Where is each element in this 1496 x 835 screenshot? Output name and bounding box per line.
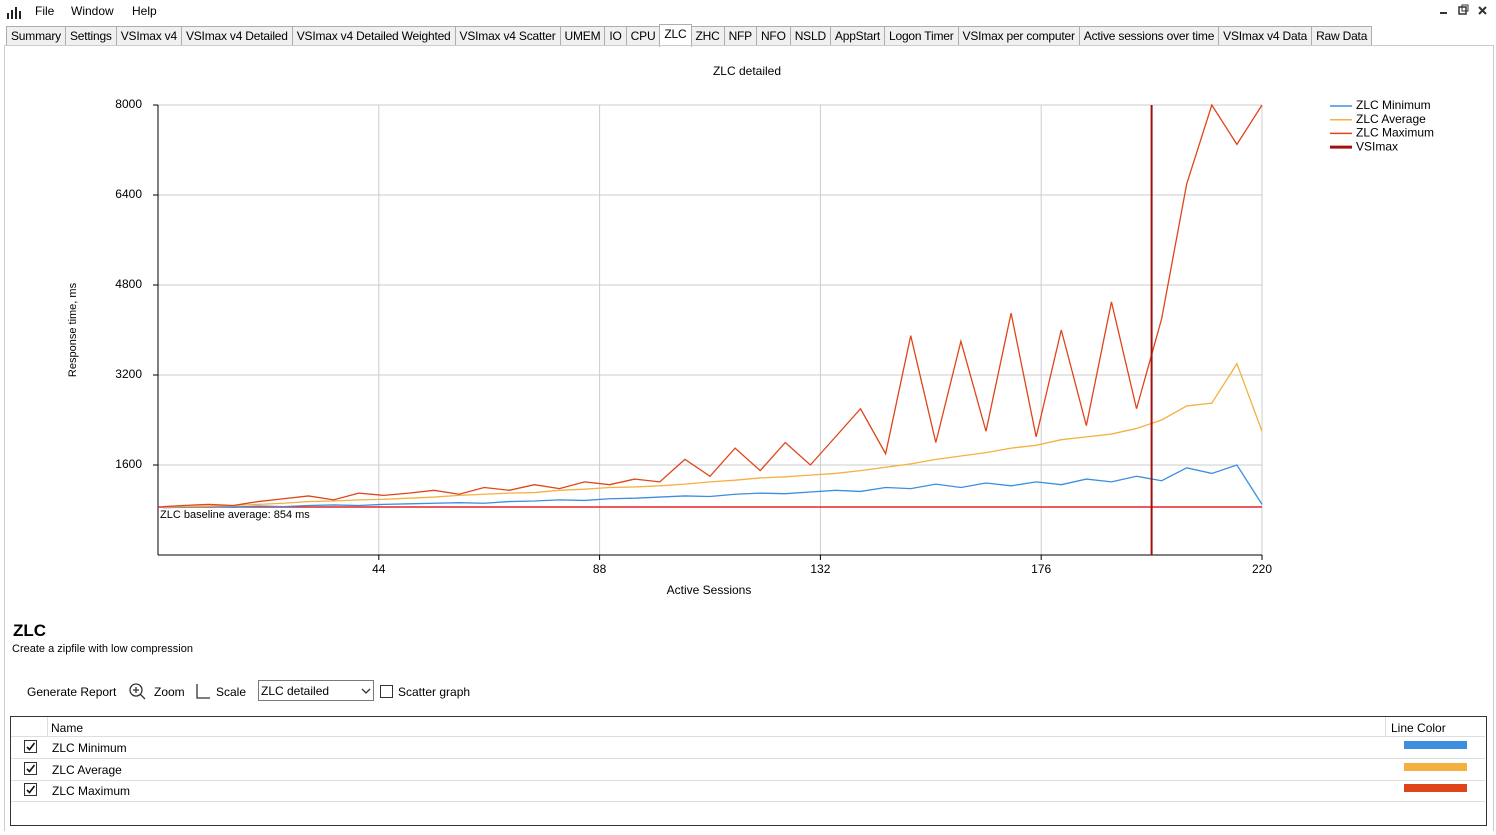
- legend-label: ZLC Minimum: [1356, 98, 1431, 112]
- row-name: ZLC Maximum: [52, 784, 131, 798]
- tab[interactable]: NSLD: [789, 26, 831, 45]
- dropdown-arrow: [361, 688, 371, 694]
- tab[interactable]: ZLC: [659, 24, 692, 47]
- tab-page: [4, 45, 1494, 831]
- series-line: [162, 362, 1263, 508]
- check-mark: [26, 742, 36, 751]
- x-axis-label: Active Sessions: [667, 583, 752, 597]
- column-header: Line Color: [1391, 721, 1446, 735]
- row-name: ZLC Minimum: [52, 741, 127, 755]
- tab[interactable]: ZHC: [690, 26, 725, 45]
- tab[interactable]: VSImax v4 Data: [1218, 26, 1313, 45]
- chart-title: ZLC detailed: [713, 64, 781, 78]
- row-checkbox[interactable]: [24, 783, 37, 796]
- x-tick-label: 220: [1252, 562, 1272, 576]
- row-color: [1404, 741, 1467, 749]
- tab[interactable]: IO: [604, 26, 627, 45]
- zoom-icon[interactable]: [128, 682, 148, 702]
- scatter-checkbox[interactable]: [380, 685, 393, 698]
- tab[interactable]: Settings: [64, 26, 117, 45]
- panel-description: Create a zipfile with low compression: [12, 643, 193, 655]
- tab[interactable]: VSImax v4: [115, 26, 182, 45]
- tab-strip: Summary Settings VSImax v4 VSImax v4 Detail…: [6, 24, 1373, 47]
- y-tick-label: 1600: [115, 457, 142, 471]
- tab[interactable]: VSImax v4 Detailed Weighted: [291, 26, 456, 45]
- row-color: [1404, 762, 1467, 771]
- tab[interactable]: Summary: [6, 26, 66, 45]
- row-checkbox[interactable]: [24, 740, 37, 753]
- y-tick-label: 6400: [115, 187, 142, 201]
- scatter-label: Scatter graph: [398, 685, 471, 699]
- x-tick-label: 132: [810, 562, 830, 576]
- app-icon: [7, 7, 21, 19]
- y-axis-label: Response time, ms: [67, 282, 79, 377]
- x-tick-label: 88: [593, 562, 607, 576]
- y-tick-label: 8000: [115, 97, 142, 111]
- tab[interactable]: UMEM: [559, 26, 606, 45]
- zoom-button[interactable]: Zoom: [154, 685, 185, 699]
- tab[interactable]: VSImax per computer: [957, 26, 1080, 45]
- tab[interactable]: Logon Timer: [884, 26, 959, 45]
- tab[interactable]: NFO: [755, 26, 791, 45]
- row-color: [1404, 784, 1467, 792]
- column-header: Name: [51, 721, 84, 735]
- scale-button[interactable]: Scale: [216, 685, 247, 699]
- menu-item[interactable]: Help: [132, 4, 157, 18]
- tab[interactable]: NFP: [723, 26, 757, 45]
- window-controls[interactable]: [1430, 2, 1490, 20]
- check-mark: [26, 785, 36, 794]
- chart: ZLC detailed Active Sessions Response ti…: [67, 64, 1434, 597]
- row-name: ZLC Average: [52, 762, 122, 777]
- x-tick-label: 176: [1031, 562, 1051, 576]
- legend-label: ZLC Maximum: [1356, 126, 1434, 140]
- tab[interactable]: VSImax v4 Scatter: [454, 26, 561, 45]
- menu-item[interactable]: Window: [71, 4, 114, 18]
- scale-icon[interactable]: [195, 683, 211, 701]
- table-row: ZLC Maximum: [11, 780, 1485, 802]
- legend-label: ZLC Average: [1356, 112, 1426, 126]
- table-header: Name Line Color: [11, 717, 1485, 737]
- check-mark: [26, 764, 36, 773]
- tab[interactable]: CPU: [625, 26, 661, 45]
- dropdown-value: ZLC detailed: [261, 684, 330, 698]
- series-line: [162, 103, 1263, 508]
- table-row: ZLC Minimum: [11, 737, 1485, 759]
- x-tick-label: 44: [372, 562, 386, 576]
- tab[interactable]: VSImax v4 Detailed: [180, 26, 293, 45]
- table-row: ZLC Average: [11, 759, 1485, 781]
- series-line: [162, 464, 1263, 509]
- baseline-label: ZLC baseline average: 854 ms: [160, 509, 310, 521]
- menu-item[interactable]: File: [35, 4, 55, 18]
- y-tick-label: 4800: [115, 277, 142, 291]
- tab[interactable]: Raw Data: [1311, 26, 1373, 45]
- panel-title: ZLC: [13, 621, 47, 640]
- y-tick-label: 3200: [115, 367, 142, 381]
- tab[interactable]: AppStart: [829, 26, 886, 45]
- generate-report-button[interactable]: Generate Report: [27, 685, 117, 699]
- series-table: [10, 716, 1487, 826]
- tab[interactable]: Active sessions over time: [1078, 26, 1220, 45]
- legend-label: VSImax: [1356, 139, 1398, 153]
- row-checkbox[interactable]: [24, 761, 37, 775]
- graph-dropdown[interactable]: ZLC detailed: [258, 680, 374, 701]
